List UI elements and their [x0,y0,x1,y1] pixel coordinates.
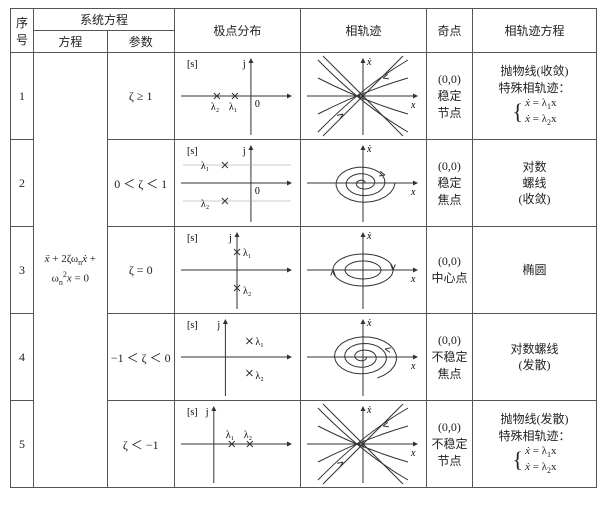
hdr-idx: 序号 [11,9,34,53]
table-body: 1ẍ + 2ζωnẋ +ωn2x = 0ζ ≥ 1[s]j0λ₂λ₁xẋ(0,0… [11,53,597,488]
phase-equation-desc: 对数螺线(收敛) [473,140,597,227]
svg-text:x: x [410,100,416,111]
svg-text:λ₂: λ₂ [243,286,251,297]
svg-text:λ₂: λ₂ [211,102,219,113]
svg-text:λ₁: λ₁ [229,102,237,113]
param-cell: −1 ＜ ζ ＜ 0 [107,314,174,401]
svg-text:[s]: [s] [187,59,198,70]
hdr-phase: 相轨迹 [300,9,426,53]
svg-text:λ₂: λ₂ [256,371,264,382]
phase-diagram: xẋ [300,401,426,488]
singular-point: (0,0)不稳定焦点 [426,314,472,401]
param-cell: ζ = 0 [107,227,174,314]
pole-diagram: [s] j 0 λ₂ λ₁ [174,53,300,140]
svg-text:ẋ: ẋ [366,318,372,329]
hdr-sys: 系统方程 [34,9,175,31]
param-cell: 0 ＜ ζ ＜ 1 [107,140,174,227]
svg-text:λ₁: λ₁ [201,161,209,172]
svg-text:λ₁: λ₁ [243,248,251,259]
phase-equation-desc: 抛物线(发散)特殊相轨迹：{ẋ = λ1xẋ = λ2x [473,401,597,488]
phase-portrait-table: 序号 系统方程 极点分布 相轨迹 奇点 相轨迹方程 方程 参数 1ẍ + 2ζω… [10,8,597,488]
svg-text:j: j [242,146,246,157]
svg-text:0: 0 [255,99,260,110]
svg-text:[s]: [s] [187,146,198,157]
hdr-peq: 相轨迹方程 [473,9,597,53]
row-index: 2 [11,140,34,227]
phase-equation-desc: 椭圆 [473,227,597,314]
svg-text:x: x [410,187,416,198]
phase-diagram: xẋ [300,314,426,401]
singular-point: (0,0)中心点 [426,227,472,314]
phase-diagram: xẋ [300,140,426,227]
singular-point: (0,0)稳定焦点 [426,140,472,227]
table-head: 序号 系统方程 极点分布 相轨迹 奇点 相轨迹方程 方程 参数 [11,9,597,53]
svg-text:[s]: [s] [187,233,198,244]
svg-text:[s]: [s] [187,320,198,331]
pole-diagram: [s] j λ₁ λ₂ [174,314,300,401]
singular-point: (0,0)稳定节点 [426,53,472,140]
svg-text:0: 0 [255,186,260,197]
svg-text:j: j [205,407,209,418]
svg-text:λ₁: λ₁ [226,430,234,441]
param-cell: ζ ＜ −1 [107,401,174,488]
phase-equation-desc: 抛物线(收敛)特殊相轨迹：{ẋ = λ1xẋ = λ2x [473,53,597,140]
svg-text:λ₂: λ₂ [201,199,209,210]
table-row: 1ẍ + 2ζωnẋ +ωn2x = 0ζ ≥ 1[s]j0λ₂λ₁xẋ(0,0… [11,53,597,140]
hdr-sub-param: 参数 [107,31,174,53]
phase-diagram: xẋ [300,53,426,140]
svg-text:ẋ: ẋ [366,405,372,416]
hdr-sing: 奇点 [426,9,472,53]
svg-text:[s]: [s] [187,407,198,418]
svg-text:x: x [410,274,416,285]
pole-diagram: [s] j λ₁ λ₂ [174,401,300,488]
svg-text:j: j [242,59,246,70]
row-index: 1 [11,53,34,140]
svg-text:ẋ: ẋ [366,231,372,242]
system-equation: ẍ + 2ζωnẋ +ωn2x = 0 [34,53,108,488]
pole-diagram: [s] j λ₁ λ₂ [174,227,300,314]
svg-text:ẋ: ẋ [366,144,372,155]
row-index: 3 [11,227,34,314]
svg-text:λ₂: λ₂ [244,430,252,441]
singular-point: (0,0)不稳定节点 [426,401,472,488]
svg-text:x: x [410,361,416,372]
phase-diagram: xẋ [300,227,426,314]
pole-diagram: [s] j 0 λ₁ λ₂ [174,140,300,227]
svg-text:λ₁: λ₁ [256,337,264,348]
svg-text:j: j [217,320,221,331]
row-index: 5 [11,401,34,488]
svg-text:ẋ: ẋ [366,57,372,68]
phase-equation-desc: 对数螺线(发散) [473,314,597,401]
svg-text:j: j [228,233,232,244]
row-index: 4 [11,314,34,401]
hdr-poles: 极点分布 [174,9,300,53]
param-cell: ζ ≥ 1 [107,53,174,140]
hdr-sub-eq: 方程 [34,31,108,53]
svg-text:x: x [410,448,416,459]
